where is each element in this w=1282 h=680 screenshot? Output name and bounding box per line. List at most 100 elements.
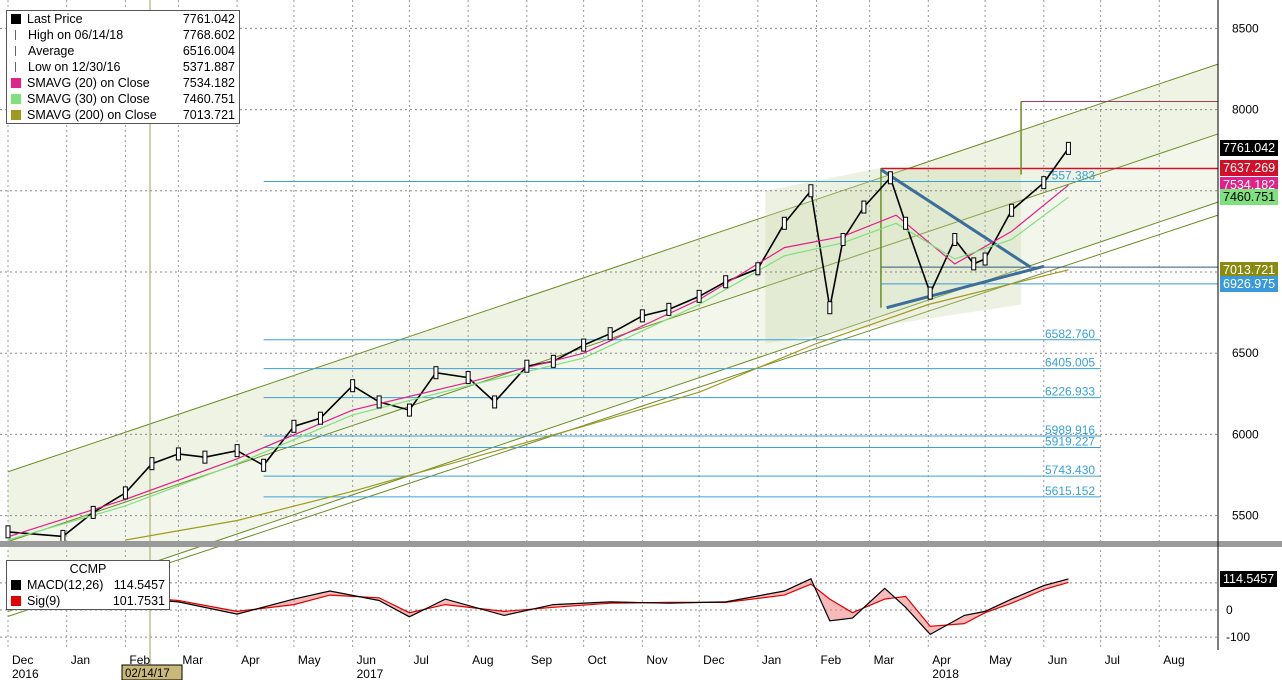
- x-month-label: Apr: [241, 653, 260, 667]
- triangle-upper: [880, 168, 1032, 269]
- price-candle: [903, 216, 909, 230]
- price-candle: [827, 301, 833, 315]
- value-tag: 7761.042: [1220, 140, 1279, 157]
- legend-value: 7768.602: [182, 28, 235, 42]
- x-month-label: Apr: [932, 653, 951, 667]
- price-candle: [982, 252, 988, 266]
- fib-label: 5919.227: [1045, 435, 1095, 449]
- fib-label: 6405.005: [1045, 356, 1095, 370]
- fib-label: 5989.916: [1045, 423, 1095, 437]
- x-month-label: Dec: [12, 653, 33, 667]
- legend-swatch: [11, 78, 21, 88]
- main-legend: Last Price 7761.042 High on 06/14/18 7768.6…: [6, 10, 240, 124]
- price-candle: [952, 233, 958, 247]
- legend-label: Low on 12/30/16: [28, 60, 121, 74]
- price-candle: [808, 184, 814, 198]
- price-candle: [550, 354, 556, 368]
- legend-label: High on 06/14/18: [28, 28, 124, 42]
- x-month-label: Feb: [821, 653, 842, 667]
- channel-upper-band: [8, 64, 1218, 542]
- series-line: [7, 147, 1070, 538]
- macd-plot-area: [0, 550, 1218, 650]
- pattern-zone: [765, 168, 1022, 344]
- triangle-lower: [886, 264, 1045, 310]
- price-candle: [465, 371, 471, 385]
- price-candle: [1009, 203, 1015, 217]
- legend-value: 5371.887: [182, 60, 235, 74]
- legend-value: 7460.751: [182, 92, 235, 106]
- y-tick-label: 8000: [1232, 103, 1259, 117]
- price-candle: [755, 262, 761, 276]
- price-candle: [887, 171, 893, 185]
- price-candle: [5, 525, 11, 539]
- fib-label: 5615.152: [1045, 484, 1095, 498]
- channel-line: [7, 214, 1219, 617]
- price-candle: [202, 450, 208, 464]
- x-month-label: Dec: [703, 653, 724, 667]
- legend-label: SMAVG (20) on Close: [27, 76, 150, 90]
- cursor-date-box: [121, 664, 183, 680]
- x-month-label: Mar: [874, 653, 895, 667]
- legend-entry: SMAVG (30) on Close 7460.751: [7, 91, 239, 107]
- legend-label: SMAVG (200) on Close: [27, 108, 157, 122]
- value-tag: 7637.269: [1220, 160, 1279, 177]
- fib-label: 6226.933: [1045, 385, 1095, 399]
- legend-value: 101.7531: [112, 594, 165, 608]
- price-candle: [122, 486, 128, 500]
- legend-label: Last Price: [27, 12, 83, 26]
- price-candle: [175, 447, 181, 461]
- legend-label: Sig(9): [27, 594, 61, 608]
- legend-value: 6516.004: [182, 44, 235, 58]
- x-year-label: 2017: [357, 667, 384, 680]
- price-candle: [90, 505, 96, 519]
- macd-line: [7, 578, 1069, 636]
- series-line: [125, 269, 1069, 541]
- legend-swatch: [11, 14, 21, 24]
- legend-swatch: [11, 110, 21, 120]
- value-tag: 7013.721: [1220, 261, 1279, 278]
- legend-label: MACD(12,26): [27, 578, 104, 592]
- x-month-label: Mar: [182, 653, 203, 667]
- panel-separator: [0, 541, 1282, 547]
- x-year-label: 2016: [12, 667, 39, 680]
- legend-swatch: [15, 30, 17, 40]
- legend-entry: High on 06/14/18 7768.602: [7, 27, 239, 43]
- legend-entry: Last Price 7761.042: [7, 11, 239, 27]
- price-candle: [696, 289, 702, 303]
- y-tick-label: 6500: [1232, 346, 1259, 360]
- x-month-label: Nov: [646, 653, 667, 667]
- x-month-label: Jul: [1105, 653, 1120, 667]
- price-candle: [433, 366, 439, 380]
- price-candle: [581, 338, 587, 352]
- value-tag: 7460.751: [1220, 189, 1279, 206]
- legend-label: Average: [28, 44, 75, 58]
- y-tick-label: 6000: [1232, 427, 1259, 441]
- legend-entry: Low on 12/30/16 5371.887: [7, 59, 239, 75]
- series-line: [7, 196, 1069, 541]
- legend-swatch: [11, 596, 21, 606]
- price-candle: [317, 411, 323, 425]
- legend-value: 7013.721: [182, 108, 235, 122]
- price-candle: [639, 309, 645, 323]
- x-month-label: Aug: [1163, 653, 1184, 667]
- legend-entry: Sig(9) 101.7531: [7, 593, 169, 609]
- price-candle: [492, 395, 498, 409]
- price-candle: [376, 395, 382, 409]
- legend-label: SMAVG (30) on Close: [27, 92, 150, 106]
- x-month-label: Oct: [588, 653, 607, 667]
- legend-swatch: [11, 94, 21, 104]
- price-candle: [666, 302, 672, 316]
- price-candle: [971, 257, 977, 271]
- price-candle: [234, 444, 240, 458]
- price-candle: [840, 233, 846, 247]
- legend-title: CCMP: [69, 562, 107, 576]
- legend-entry: MACD(12,26) 114.5457: [7, 577, 169, 593]
- price-candle: [291, 419, 297, 433]
- legend-value: 7534.182: [182, 76, 235, 90]
- x-year-label: 2018: [932, 667, 959, 680]
- price-candle: [781, 216, 787, 230]
- cursor-date-label: 02/14/17: [125, 668, 170, 680]
- price-candle: [861, 200, 867, 214]
- macd-legend: CCMP MACD(12,26) 114.5457 Sig(9) 101.7531: [6, 560, 170, 610]
